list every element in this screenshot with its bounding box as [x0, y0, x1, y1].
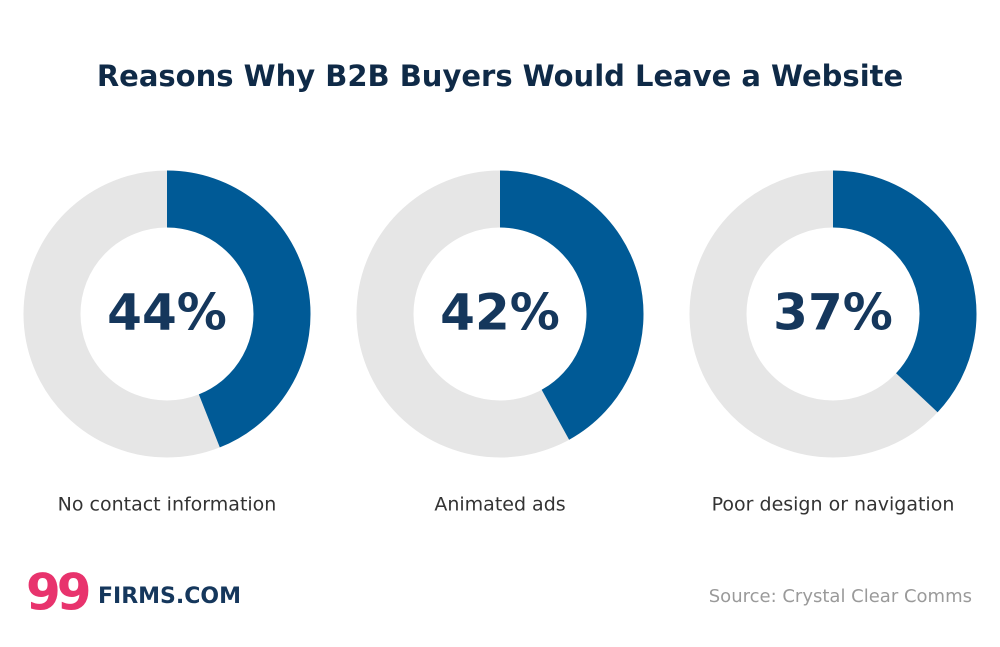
chart-title: Reasons Why B2B Buyers Would Leave a Web…: [97, 59, 903, 93]
logo-brand: FIRMS.COM: [98, 584, 241, 609]
value-label: 44%: [107, 284, 227, 342]
donut-segment: [832, 170, 977, 413]
category-label: Animated ads: [434, 494, 565, 516]
category-label: Poor design or navigation: [712, 494, 955, 516]
category-label: No contact information: [58, 494, 277, 516]
logo-mark: 99: [26, 564, 89, 622]
donut-segment: [499, 170, 644, 440]
value-label: 37%: [773, 284, 893, 342]
value-label: 42%: [440, 284, 560, 342]
source: Source: Crystal Clear Comms: [709, 586, 972, 607]
donut-segment: [166, 170, 311, 448]
